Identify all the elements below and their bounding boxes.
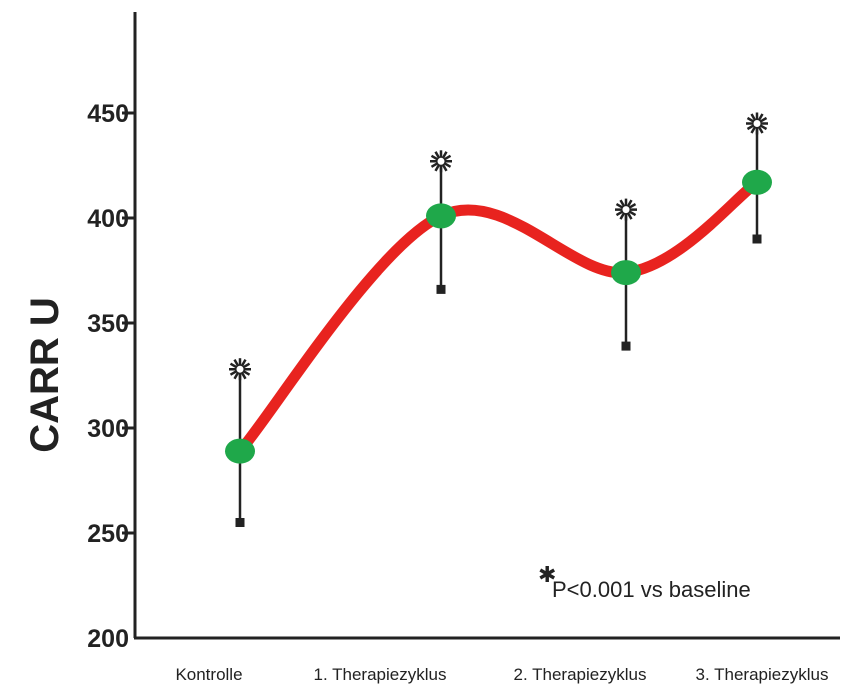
x-tick-label: 2. Therapiezyklus — [514, 665, 647, 684]
series-line — [234, 176, 763, 457]
y-tick-label: 250 — [87, 520, 129, 548]
error-bar-cap — [752, 234, 762, 244]
data-point — [225, 438, 255, 464]
y-axis-label: CARR U — [23, 297, 67, 453]
significance-note-text: P<0.001 vs baseline — [552, 577, 751, 602]
data-points — [225, 169, 772, 464]
error-bar-cap — [235, 518, 245, 527]
error-bar-cap — [621, 341, 631, 351]
y-axis: 200 250 300 350 400 450 — [87, 12, 840, 653]
x-tick-label: 1. Therapiezyklus — [314, 665, 447, 684]
error-bar-cap — [436, 284, 446, 294]
significance-star-center — [622, 206, 630, 214]
significance-star-center — [437, 157, 445, 165]
data-point — [611, 260, 641, 286]
significance-star — [746, 112, 768, 135]
y-tick-label: 300 — [87, 415, 129, 443]
y-tick-label: 400 — [87, 205, 129, 233]
significance-note: ✱ P<0.001 vs baseline — [538, 562, 751, 602]
x-tick-label: Kontrolle — [175, 665, 242, 684]
significance-star-center — [753, 120, 761, 127]
y-tick-label: 200 — [87, 625, 129, 653]
significance-star — [430, 150, 452, 173]
significance-star — [615, 198, 637, 221]
data-point — [742, 169, 772, 195]
data-point — [426, 203, 456, 229]
y-tick-label: 450 — [87, 100, 129, 128]
significance-star — [229, 358, 251, 381]
x-tick-label: 3. Therapiezyklus — [696, 665, 829, 684]
x-axis-labels: Kontrolle 1. Therapiezyklus 2. Therapiezyk… — [175, 665, 828, 684]
error-bars — [229, 112, 768, 527]
y-tick-label: 350 — [87, 310, 129, 338]
significance-star-center — [236, 365, 244, 373]
significance-note-symbol: ✱ — [538, 562, 556, 587]
